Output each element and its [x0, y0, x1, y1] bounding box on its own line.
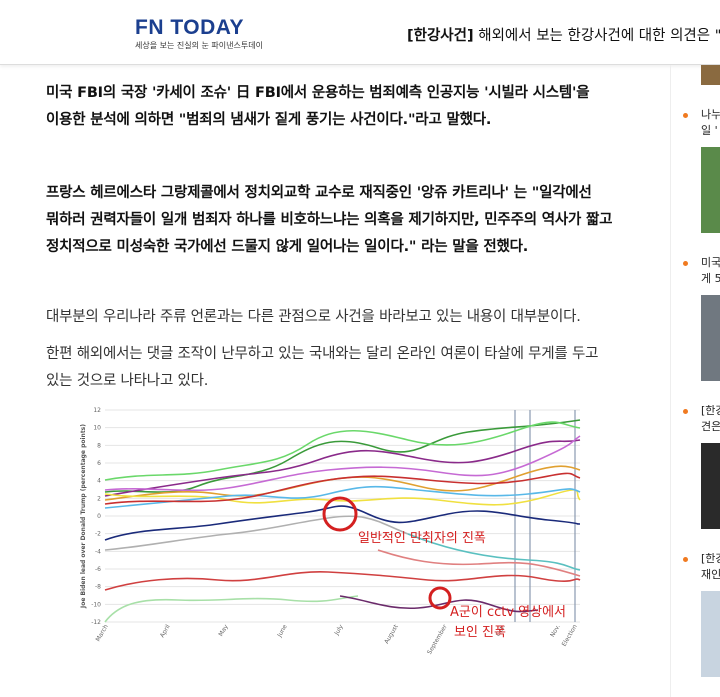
- line: [104, 472, 581, 505]
- y-tick-label: 10: [93, 425, 101, 432]
- y-axis-label: Joe Biden lead over Donald Trump (percen…: [80, 424, 87, 609]
- thumbnail[interactable]: [701, 443, 720, 529]
- sidebar-headline[interactable]: 견은: [701, 420, 720, 433]
- y-tick-label: 0: [97, 513, 101, 520]
- line: [104, 595, 359, 623]
- y-tick-label: -6: [95, 566, 101, 573]
- sidebar-headline[interactable]: 나누: [701, 108, 720, 121]
- bullet: [683, 557, 688, 562]
- annotation: 보인 진폭: [454, 625, 506, 640]
- annotation: 일반적인 만취자의 진폭: [358, 531, 486, 546]
- sidebar-headline[interactable]: 미국: [701, 256, 720, 269]
- y-tick-label: 6: [97, 460, 101, 467]
- bullet: [683, 409, 688, 414]
- paragraph: 미국 FBI의 국장 '카세이 조슈' 日 FBI에서 운용하는 범죄예측 인공…: [46, 85, 590, 128]
- sidebar-headline[interactable]: 일 ': [701, 124, 718, 137]
- y-tick-label: 12: [93, 407, 101, 414]
- thumbnail[interactable]: [701, 295, 720, 381]
- line: [104, 419, 581, 493]
- bullet: [683, 113, 688, 118]
- line: [104, 421, 581, 481]
- y-tick-label: -12: [91, 619, 101, 626]
- paragraph: 프랑스 헤르에스타 그랑제콜에서 정치외교학 교수로 재직중인 '앙쥬 카트리나…: [46, 185, 613, 255]
- sidebar: 나누 일 ' 미국 게 5 [한강 견은 [한강 재인: [670, 65, 720, 697]
- ticker-text[interactable]: 해외에서 보는 한강사건에 대한 의견은 "E: [478, 28, 720, 44]
- y-tick-label: -2: [95, 531, 101, 538]
- line: [104, 505, 581, 541]
- line: [407, 533, 581, 571]
- sidebar-headline[interactable]: [한강: [701, 552, 720, 565]
- figure-background: [78, 400, 590, 665]
- line: [104, 489, 581, 506]
- annotation: A군이 cctv 영상에서: [450, 605, 566, 620]
- paragraph: 한편 해외에서는 댓글 조작이 난무하고 있는 국내와는 달리 온라인 여론이 …: [46, 346, 599, 389]
- logo[interactable]: FN TODAY: [135, 16, 245, 39]
- line: [104, 515, 409, 551]
- line: [104, 439, 581, 497]
- y-tick-label: 8: [97, 442, 101, 449]
- sidebar-headline[interactable]: 게 5: [701, 272, 720, 285]
- thumbnail[interactable]: [701, 147, 720, 233]
- line: [104, 485, 581, 509]
- tagline: 세상을 보는 진실의 눈 파이낸스투데이: [135, 41, 263, 50]
- y-tick-label: 2: [97, 495, 101, 502]
- headline-ticker[interactable]: [한강사건] 해외에서 보는 한강사건에 대한 의견은 "E: [407, 24, 720, 45]
- y-tick-label: -8: [95, 584, 101, 591]
- line: [104, 571, 581, 591]
- bullet: [683, 261, 688, 266]
- line: [377, 549, 581, 577]
- highlight-circle: [428, 586, 452, 610]
- thumbnail[interactable]: [701, 591, 720, 677]
- ticker-tag[interactable]: [한강사건]: [407, 28, 474, 44]
- y-tick-label: -10: [91, 601, 101, 608]
- site-header: FN TODAY 세상을 보는 진실의 눈 파이낸스투데이 [한강사건] 해외에…: [0, 0, 720, 65]
- sidebar-headline[interactable]: [한강: [701, 404, 720, 417]
- highlight-circle: [322, 496, 358, 532]
- y-tick-label: 4: [97, 478, 101, 485]
- line: [104, 435, 581, 492]
- sidebar-headline[interactable]: 재인: [701, 568, 720, 581]
- y-tick-label: -4: [95, 548, 101, 555]
- thumbnail[interactable]: [701, 65, 720, 85]
- paragraph: 대부분의 우리나라 주류 언론과는 다른 관점으로 사건을 바라보고 있는 내용…: [46, 309, 581, 325]
